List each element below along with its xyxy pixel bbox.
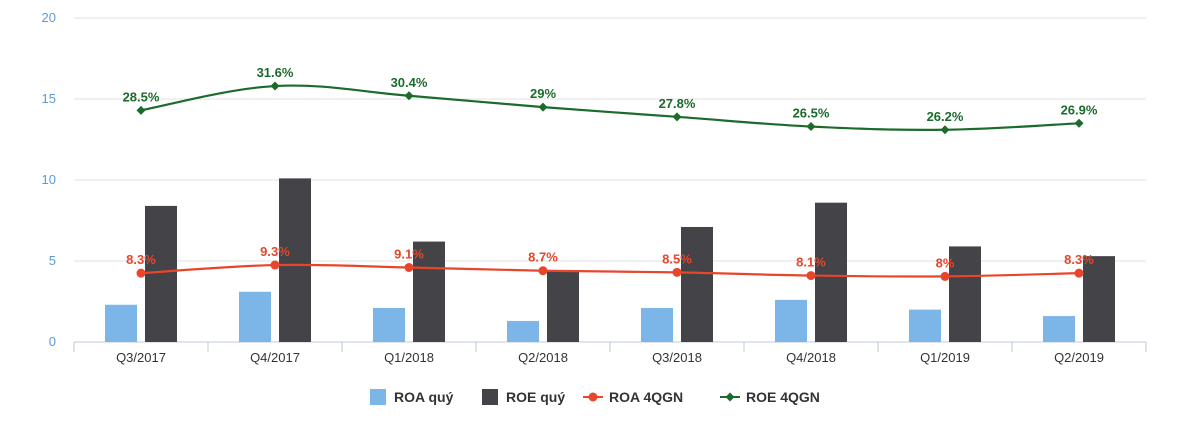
bars xyxy=(105,178,1115,342)
point-roe-4qgn[interactable] xyxy=(1074,118,1084,128)
data-label-roa-4qgn: 8.3% xyxy=(1064,252,1094,267)
bar-roa-quy[interactable] xyxy=(507,320,539,342)
bar-roa-quy[interactable] xyxy=(239,291,271,342)
legend-label: ROA 4QGN xyxy=(609,389,683,405)
y-tick-label: 15 xyxy=(42,91,56,106)
data-label-roa-4qgn: 8.7% xyxy=(528,250,558,265)
data-label-roe-4qgn: 26.2% xyxy=(927,109,964,124)
point-roa-4qgn[interactable] xyxy=(270,260,280,270)
y-tick-label: 0 xyxy=(49,334,56,349)
data-label-roa-4qgn: 8.5% xyxy=(662,251,692,266)
bar-roe-quy[interactable] xyxy=(279,178,311,342)
bar-roa-quy[interactable] xyxy=(105,304,137,342)
line-roa-4qgn[interactable] xyxy=(140,263,1080,278)
bar-roa-quy[interactable] xyxy=(373,307,405,342)
point-roe-4qgn[interactable] xyxy=(538,102,548,112)
data-label-roa-4qgn: 9.3% xyxy=(260,244,290,259)
data-label-roe-4qgn: 30.4% xyxy=(391,75,428,90)
point-roa-4qgn[interactable] xyxy=(940,271,950,281)
bar-roa-quy[interactable] xyxy=(775,299,807,342)
legend-label: ROE quý xyxy=(506,389,565,405)
point-roe-4qgn[interactable] xyxy=(806,122,816,132)
data-labels: 8.3% 9.3% 9.1% 8.7% 8.5% 8.1% 8% 8.3% 28.5% 31.6%… xyxy=(123,65,1098,270)
y-tick-label: 20 xyxy=(42,10,56,25)
point-roe-4qgn[interactable] xyxy=(270,81,280,91)
x-tick-label: Q2/2018 xyxy=(518,350,568,365)
x-tick-label: Q2/2019 xyxy=(1054,350,1104,365)
legend-item[interactable]: ROE 4QGN xyxy=(720,389,820,405)
legend-label: ROE 4QGN xyxy=(746,389,820,405)
legend[interactable]: ROA quý ROE quý ROA 4QGN ROE 4QGN xyxy=(370,389,820,405)
data-label-roe-4qgn: 26.9% xyxy=(1061,102,1098,117)
legend-swatch xyxy=(370,389,386,405)
legend-marker xyxy=(588,392,598,402)
data-label-roa-4qgn: 8.1% xyxy=(796,255,826,270)
legend-item[interactable]: ROA quý xyxy=(370,389,454,405)
legend-marker xyxy=(725,392,735,402)
data-label-roe-4qgn: 31.6% xyxy=(257,65,294,80)
bar-roa-quy[interactable] xyxy=(1043,316,1075,342)
data-label-roe-4qgn: 27.8% xyxy=(659,96,696,111)
x-tick-label: Q1/2018 xyxy=(384,350,434,365)
y-tick-label: 5 xyxy=(49,253,56,268)
data-label-roa-4qgn: 8.3% xyxy=(126,252,156,267)
x-tick-label: Q3/2017 xyxy=(116,350,166,365)
point-roe-4qgn[interactable] xyxy=(404,91,414,101)
x-tick-label: Q4/2017 xyxy=(250,350,300,365)
y-tick-label: 10 xyxy=(42,172,56,187)
point-roa-4qgn[interactable] xyxy=(806,271,816,281)
data-label-roe-4qgn: 29% xyxy=(530,86,556,101)
point-roe-4qgn[interactable] xyxy=(136,105,146,115)
gridlines xyxy=(74,17,1146,262)
point-roa-4qgn[interactable] xyxy=(1074,268,1084,278)
line-roe-4qgn[interactable] xyxy=(140,84,1080,132)
bar-roe-quy[interactable] xyxy=(547,270,579,342)
point-roe-4qgn[interactable] xyxy=(940,125,950,135)
point-roa-4qgn[interactable] xyxy=(538,266,548,276)
bar-roe-quy[interactable] xyxy=(1083,256,1115,342)
legend-item[interactable]: ROE quý xyxy=(482,389,565,405)
data-label-roa-4qgn: 9.1% xyxy=(394,246,424,261)
data-label-roe-4qgn: 28.5% xyxy=(123,89,160,104)
bar-roe-quy[interactable] xyxy=(681,226,713,342)
lines xyxy=(136,81,1084,281)
point-roe-4qgn[interactable] xyxy=(672,112,682,122)
point-roa-4qgn[interactable] xyxy=(672,267,682,277)
legend-item[interactable]: ROA 4QGN xyxy=(583,389,683,405)
point-roa-4qgn[interactable] xyxy=(404,262,414,272)
point-roa-4qgn[interactable] xyxy=(136,268,146,278)
axes: 0 5 10 15 20 Q3/2017 Q4/2017 Q1/2018 Q2/2018 Q3/2… xyxy=(42,10,1147,365)
data-label-roa-4qgn: 8% xyxy=(936,255,955,270)
x-tick-label: Q1/2019 xyxy=(920,350,970,365)
legend-swatch xyxy=(482,389,498,405)
legend-label: ROA quý xyxy=(394,389,454,405)
x-tick-label: Q3/2018 xyxy=(652,350,702,365)
x-tick-label: Q4/2018 xyxy=(786,350,836,365)
bar-roe-quy[interactable] xyxy=(145,205,177,342)
bar-roe-quy[interactable] xyxy=(815,202,847,342)
bar-roe-quy[interactable] xyxy=(949,246,981,342)
bar-roa-quy[interactable] xyxy=(641,307,673,342)
data-label-roe-4qgn: 26.5% xyxy=(793,106,830,121)
bar-roa-quy[interactable] xyxy=(909,309,941,342)
bar-roe-quy[interactable] xyxy=(413,241,445,342)
